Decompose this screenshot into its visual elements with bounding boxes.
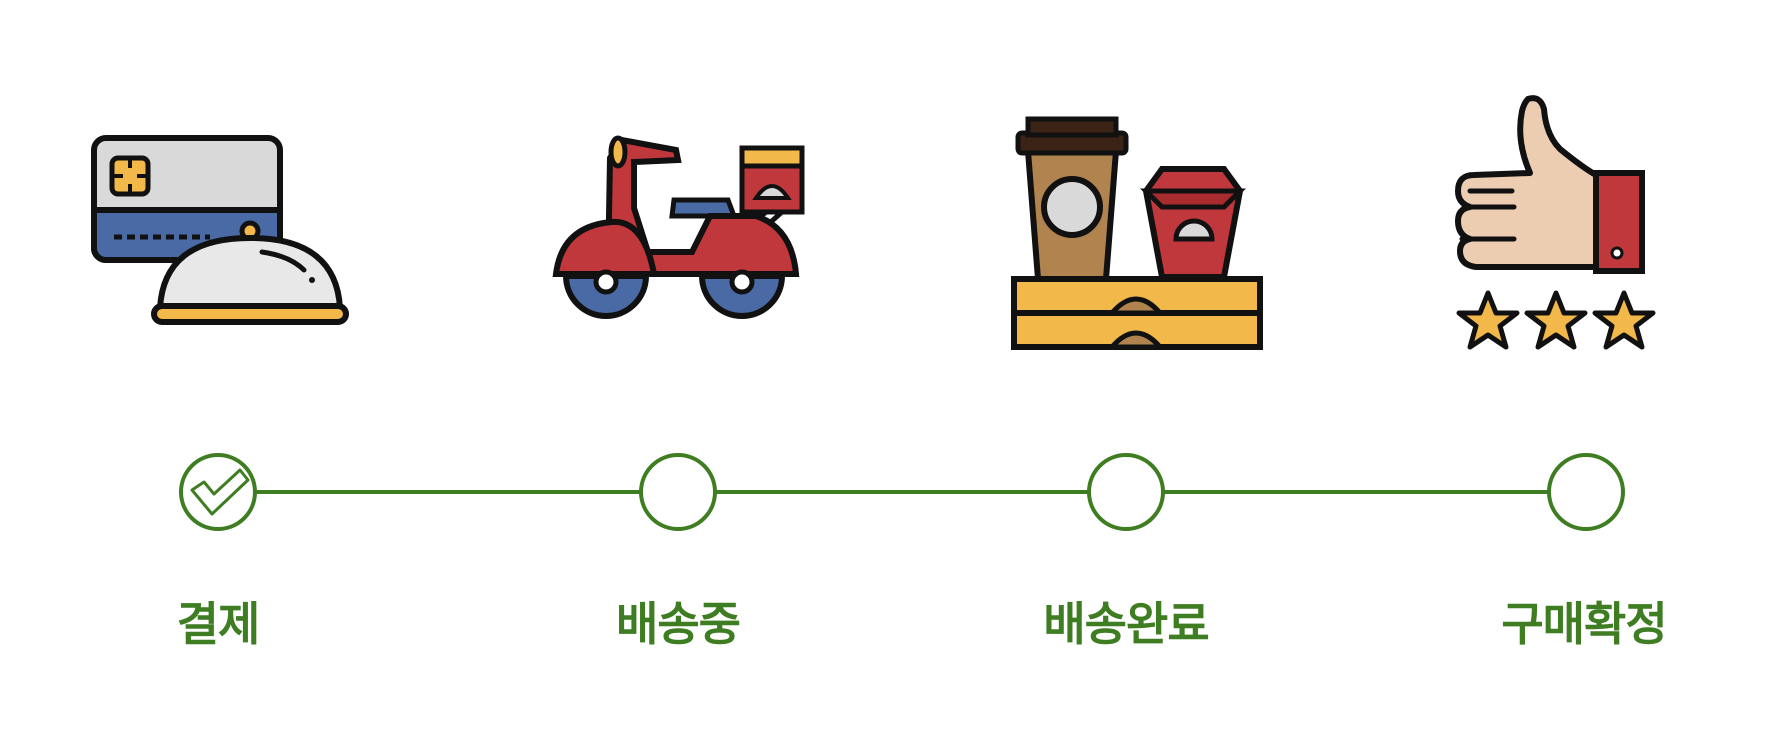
card-and-cloche-icon	[90, 130, 350, 330]
step-node	[179, 453, 257, 531]
check-icon	[190, 468, 250, 516]
step-label-confirmed: 구매확정	[1501, 597, 1667, 651]
step-node	[639, 453, 717, 531]
delivery-scooter-icon	[552, 128, 812, 328]
step-node	[1547, 453, 1625, 531]
thumbs-up-stars-icon	[1452, 95, 1672, 355]
step-label-delivered: 배송완료	[1043, 597, 1209, 651]
step-circle	[1087, 453, 1165, 531]
step-circle	[639, 453, 717, 531]
step-label-payment: 결제	[176, 597, 261, 651]
coffee-and-food-box-icon	[1011, 115, 1272, 355]
step-label-shipping: 배송중	[616, 597, 741, 651]
step-node	[1087, 453, 1165, 531]
step-circle	[1547, 453, 1625, 531]
